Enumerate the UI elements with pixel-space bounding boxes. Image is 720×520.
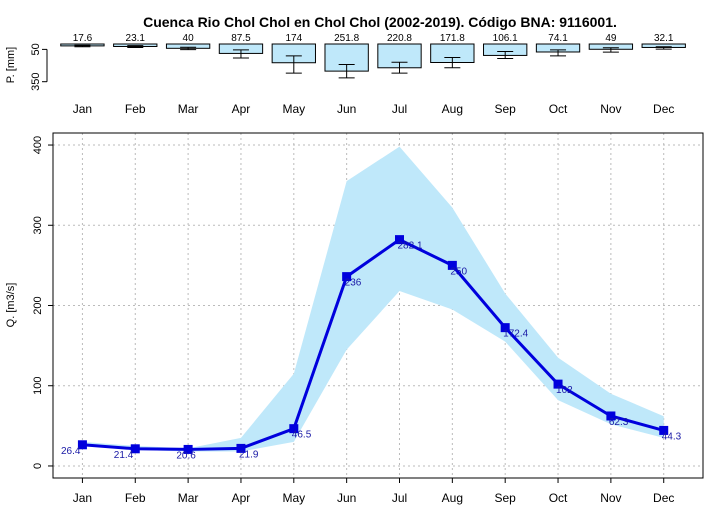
precip-value-label: 220.8 (387, 33, 412, 44)
discharge-x-tick-label: Apr (232, 491, 251, 505)
discharge-x-tick-label: Mar (178, 491, 199, 505)
discharge-x-tick-label: Sep (495, 491, 517, 505)
precip-x-tick-label: Aug (442, 102, 463, 116)
precip-axis-label: P. [mm] (5, 47, 17, 83)
discharge-x-tick-label: Jun (337, 491, 356, 505)
precip-value-label: 174 (285, 33, 302, 44)
discharge-point (342, 272, 352, 282)
discharge-x-tick-label: Aug (442, 491, 463, 505)
precip-x-tick-label: Apr (232, 102, 251, 116)
discharge-x-tick-label: Nov (600, 491, 621, 505)
discharge-value-label: 102 (556, 385, 573, 396)
discharge-value-label: 26.4 (61, 446, 81, 457)
precip-value-label: 171.8 (440, 33, 465, 44)
discharge-value-label: 20.6 (176, 450, 196, 461)
precip-value-label: 32.1 (654, 33, 674, 44)
precip-x-tick-label: Mar (178, 102, 199, 116)
precip-value-label: 23.1 (126, 33, 146, 44)
precip-x-tick-label: Jan (73, 102, 92, 116)
discharge-x-tick-label: Oct (549, 491, 568, 505)
chart-title: Cuenca Rio Chol Chol en Chol Chol (2002-… (143, 14, 617, 30)
discharge-value-label: 236 (345, 278, 362, 289)
precip-x-tick-label: Nov (600, 102, 621, 116)
precip-y-tick-label: 50 (30, 43, 42, 55)
discharge-y-tick-label: 200 (32, 296, 44, 314)
discharge-point (500, 323, 510, 333)
discharge-value-label: 250 (450, 266, 467, 277)
discharge-point (236, 443, 246, 453)
discharge-point (606, 411, 616, 421)
precip-value-label: 40 (183, 33, 195, 44)
precip-value-label: 74.1 (548, 33, 568, 44)
precip-value-label: 106.1 (493, 33, 518, 44)
precip-x-tick-label: Sep (495, 102, 517, 116)
discharge-value-label: 44.3 (662, 431, 682, 442)
discharge-value-label: 172.4 (503, 329, 528, 340)
discharge-point (289, 424, 299, 434)
discharge-y-tick-label: 400 (32, 136, 44, 154)
precip-value-label: 17.6 (73, 33, 93, 44)
precip-x-tick-label: Feb (125, 102, 146, 116)
precip-x-tick-label: Jul (392, 102, 407, 116)
precip-x-tick-label: Oct (549, 102, 568, 116)
discharge-point (394, 235, 404, 245)
discharge-point (553, 379, 563, 389)
discharge-value-label: 46.5 (292, 430, 312, 441)
discharge-point (130, 444, 140, 454)
precip-y-tick-label: 350 (30, 73, 42, 91)
discharge-x-tick-label: Dec (653, 491, 674, 505)
discharge-value-label: 21.4 (114, 450, 134, 461)
discharge-x-tick-label: Feb (125, 491, 146, 505)
precip-value-label: 87.5 (231, 33, 251, 44)
precipitation-panel: P. [mm] 50 350 17.6 Jan 23.1 Feb 40 Mar 87.5 Apr 17… (5, 33, 686, 116)
precip-x-tick-label: Dec (653, 102, 674, 116)
precip-x-tick-label: May (282, 102, 305, 116)
precip-value-label: 251.8 (334, 33, 359, 44)
discharge-axis-label: Q. [m3/s] (5, 283, 17, 328)
discharge-point (183, 444, 193, 454)
discharge-y-tick-label: 300 (32, 216, 44, 234)
discharge-series-line (82, 237, 665, 451)
discharge-y-tick-label: 0 (32, 463, 44, 469)
discharge-x-tick-label: Jan (73, 491, 92, 505)
discharge-range-band (82, 146, 664, 452)
precip-x-tick-label: Jun (337, 102, 356, 116)
precip-value-label: 49 (605, 33, 617, 44)
discharge-value-label: 62.3 (609, 417, 629, 428)
discharge-point (77, 440, 87, 450)
discharge-value-label: 21.9 (239, 449, 259, 460)
discharge-panel: 26.4 21.4 20.6 21.9 46.5 236 282.1 250 172.4 102 6… (5, 132, 704, 505)
discharge-value-label: 282.1 (397, 241, 422, 252)
discharge-y-tick-label: 100 (32, 377, 44, 395)
discharge-x-tick-label: May (282, 491, 305, 505)
discharge-point (659, 425, 669, 435)
discharge-point (447, 260, 457, 270)
discharge-x-tick-label: Jul (392, 491, 407, 505)
